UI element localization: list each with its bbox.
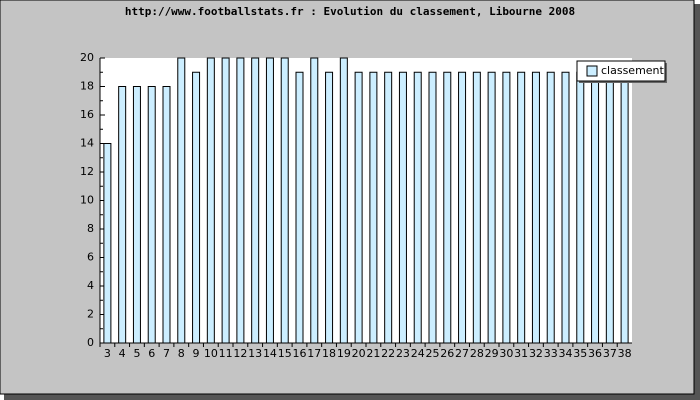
x-tick-label: 20: [352, 347, 366, 360]
y-tick-label: 0: [87, 336, 94, 349]
bar: [236, 57, 245, 344]
y-tick-label: 18: [80, 80, 94, 93]
bar: [620, 71, 629, 344]
y-tick-label: 6: [87, 251, 94, 264]
x-tick-label: 13: [248, 347, 262, 360]
bar: [561, 71, 570, 344]
x-tick-label: 16: [293, 347, 307, 360]
bar: [147, 86, 156, 344]
x-tick-label: 34: [559, 347, 573, 360]
y-tick-label: 14: [80, 137, 94, 150]
chart-title: http://www.footballstats.fr : Evolution …: [125, 5, 575, 18]
x-tick-label: 36: [588, 347, 602, 360]
x-tick-label: 21: [366, 347, 380, 360]
bar: [339, 57, 348, 344]
x-tick-label: 7: [163, 347, 170, 360]
x-tick-label: 30: [499, 347, 513, 360]
legend-swatch: [586, 65, 598, 77]
bar: [531, 71, 540, 344]
y-tick-label: 8: [87, 222, 94, 235]
x-tick-label: 38: [618, 347, 632, 360]
x-tick-label: 31: [514, 347, 528, 360]
x-tick-label: 23: [396, 347, 410, 360]
x-tick-label: 17: [307, 347, 321, 360]
x-tick-label: 12: [233, 347, 247, 360]
x-tick-label: 29: [485, 347, 499, 360]
bar: [132, 86, 141, 344]
bar: [369, 71, 378, 344]
bar: [310, 57, 319, 344]
x-tick-label: 28: [470, 347, 484, 360]
legend-box: [576, 60, 666, 82]
x-tick-label: 32: [529, 347, 543, 360]
bar: [591, 71, 600, 344]
bar: [517, 71, 526, 344]
bar: [221, 57, 230, 344]
bar: [487, 71, 496, 344]
bar: [295, 71, 304, 344]
x-tick-label: 3: [104, 347, 111, 360]
bar: [472, 71, 481, 344]
x-tick-label: 35: [573, 347, 587, 360]
bar: [354, 71, 363, 344]
x-tick-label: 9: [193, 347, 200, 360]
bar: [443, 71, 452, 344]
bar: [576, 71, 585, 344]
x-tick-label: 6: [148, 347, 155, 360]
bar: [605, 71, 614, 344]
bar: [502, 71, 511, 344]
bar: [398, 71, 407, 344]
bar: [103, 143, 112, 344]
bar: [192, 71, 201, 344]
bar: [280, 57, 289, 344]
x-tick-label: 4: [119, 347, 126, 360]
x-tick-label: 26: [440, 347, 454, 360]
x-tick-label: 18: [322, 347, 336, 360]
x-tick-label: 37: [603, 347, 617, 360]
x-tick-label: 15: [278, 347, 292, 360]
x-tick-label: 10: [204, 347, 218, 360]
x-tick-label: 22: [381, 347, 395, 360]
bar: [251, 57, 260, 344]
bar: [413, 71, 422, 344]
y-tick-label: 4: [87, 279, 94, 292]
bar: [265, 57, 274, 344]
x-tick-label: 33: [544, 347, 558, 360]
x-tick-label: 5: [133, 347, 140, 360]
x-tick-label: 24: [411, 347, 425, 360]
bar: [325, 71, 334, 344]
x-tick-label: 25: [426, 347, 440, 360]
y-tick-label: 16: [80, 108, 94, 121]
x-tick-label: 27: [455, 347, 469, 360]
bar: [177, 57, 186, 344]
legend-label: classement: [601, 64, 665, 77]
y-tick-label: 12: [80, 165, 94, 178]
x-tick-label: 11: [219, 347, 233, 360]
x-tick-label: 14: [263, 347, 277, 360]
bar: [458, 71, 467, 344]
bar: [384, 71, 393, 344]
bar: [546, 71, 555, 344]
y-tick-label: 20: [80, 51, 94, 64]
y-tick-label: 10: [80, 194, 94, 207]
bar: [206, 57, 215, 344]
x-tick-label: 19: [337, 347, 351, 360]
bar: [118, 86, 127, 344]
x-tick-label: 8: [178, 347, 185, 360]
bar: [162, 86, 171, 344]
y-tick-label: 2: [87, 308, 94, 321]
bar: [428, 71, 437, 344]
plot-area: [100, 58, 632, 343]
